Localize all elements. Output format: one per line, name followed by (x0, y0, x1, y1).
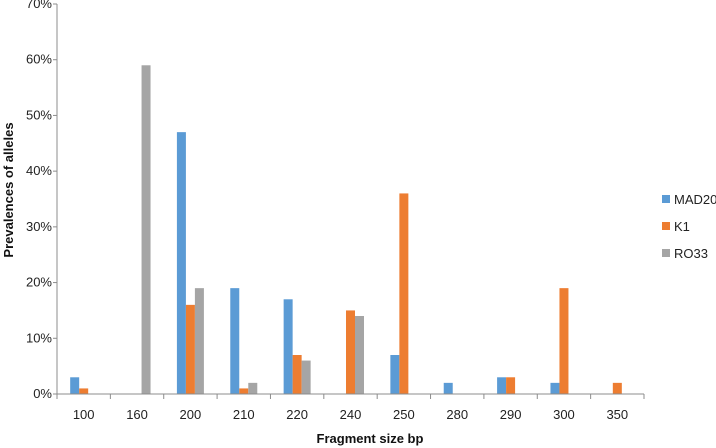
legend-label-k1: K1 (674, 219, 690, 234)
legend-label-mad20: MAD20 (674, 192, 716, 207)
legend-swatch-mad20 (662, 195, 670, 203)
bar-k1-220 (292, 355, 302, 394)
bar-k1-100 (79, 388, 89, 394)
bar-mad20-200 (176, 132, 186, 394)
bar-ro33-220 (301, 360, 311, 394)
bar-ro33-210 (248, 382, 258, 394)
x-tick-label: 210 (233, 407, 255, 422)
x-tick-label: 300 (553, 407, 575, 422)
y-axis-title: Prevalences of alleles (1, 122, 16, 257)
bar-mad20-300 (550, 382, 560, 394)
bar-ro33-160 (141, 65, 151, 395)
y-tick-label: 60% (26, 52, 52, 67)
bar-k1-350 (612, 382, 622, 394)
bar-k1-290 (506, 377, 516, 394)
y-axis-ticks: 0% 10% 20% 30% 40% 50% 60% 70% (26, 0, 52, 401)
x-tick-label: 160 (126, 407, 148, 422)
legend-label-ro33: RO33 (674, 246, 708, 261)
y-tick-label: 30% (26, 219, 52, 234)
x-axis-title: Fragment size bp (317, 431, 424, 446)
x-tick-label: 280 (446, 407, 468, 422)
legend-swatch-ro33 (662, 249, 670, 257)
bar-mad20-290 (497, 377, 507, 394)
bar-k1-240 (346, 310, 355, 394)
bar-ro33-240 (355, 316, 364, 394)
bar-k1-200 (185, 304, 195, 394)
bar-k1-210 (239, 388, 249, 394)
x-tick-label: 200 (180, 407, 202, 422)
y-tick-label: 40% (26, 163, 52, 178)
y-tick-label: 0% (33, 386, 52, 401)
x-tick-label: 220 (286, 407, 308, 422)
legend-swatch-k1 (662, 222, 670, 230)
bar-mad20-280 (443, 382, 453, 394)
y-tick-label: 10% (26, 330, 52, 345)
x-tick-label: 350 (606, 407, 628, 422)
x-axis-ticks: 100 160 200 210 220 240 250 280 290 300 350 (73, 407, 628, 422)
chart-legend: MAD20 K1 RO33 (662, 192, 716, 261)
x-tick-label: 250 (393, 407, 415, 422)
bar-k1-250 (399, 193, 409, 394)
chart-bars (70, 65, 622, 395)
bar-ro33-200 (194, 288, 204, 394)
bar-mad20-210 (230, 288, 240, 394)
bar-k1-300 (559, 288, 569, 394)
chart-axes (53, 3, 645, 399)
x-tick-label: 100 (73, 407, 95, 422)
y-tick-label: 70% (26, 0, 52, 11)
x-tick-label: 290 (500, 407, 522, 422)
x-tick-label: 240 (340, 407, 362, 422)
y-tick-label: 50% (26, 107, 52, 122)
bar-mad20-220 (283, 299, 293, 394)
bar-mad20-250 (390, 355, 400, 394)
bar-mad20-100 (70, 377, 80, 394)
y-tick-label: 20% (26, 275, 52, 290)
